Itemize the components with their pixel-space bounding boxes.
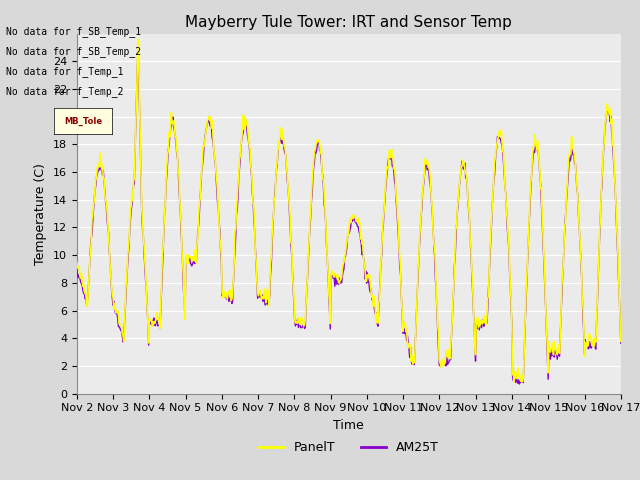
Text: No data for f_SB_Temp_1: No data for f_SB_Temp_1: [6, 25, 141, 36]
Text: No data for f_Temp_1: No data for f_Temp_1: [6, 66, 124, 77]
Y-axis label: Temperature (C): Temperature (C): [35, 163, 47, 264]
Title: Mayberry Tule Tower: IRT and Sensor Temp: Mayberry Tule Tower: IRT and Sensor Temp: [186, 15, 512, 30]
Text: No data for f_SB_Temp_2: No data for f_SB_Temp_2: [6, 46, 141, 57]
Text: No data for f_Temp_2: No data for f_Temp_2: [6, 86, 124, 97]
Text: MB_Tole: MB_Tole: [64, 117, 102, 126]
Legend: PanelT, AM25T: PanelT, AM25T: [254, 436, 444, 459]
X-axis label: Time: Time: [333, 419, 364, 432]
